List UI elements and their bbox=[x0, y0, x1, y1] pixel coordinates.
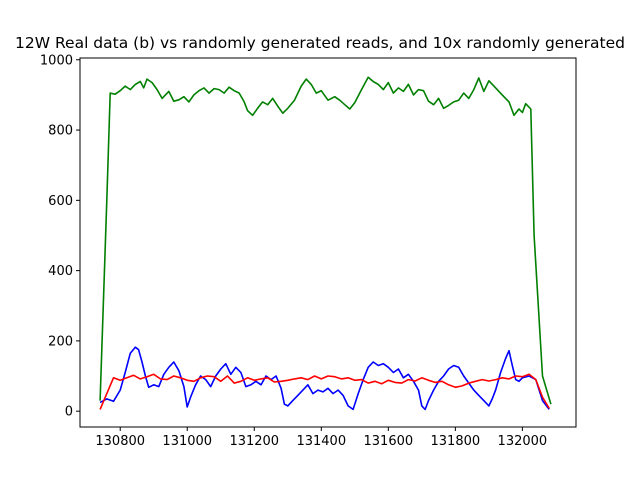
y-tick-label: 600 bbox=[48, 194, 73, 209]
series-line-2 bbox=[99, 346, 550, 411]
x-tick-label: 130800 bbox=[95, 434, 145, 449]
x-tick-label: 132000 bbox=[498, 434, 548, 449]
series-layer bbox=[99, 76, 552, 411]
x-tick-label: 131800 bbox=[431, 434, 481, 449]
x-tick-label: 131600 bbox=[364, 434, 414, 449]
axis-layer: 130800 131000 131200 131400 131600 131800 1320… bbox=[40, 53, 547, 449]
x-tick-label: 131000 bbox=[162, 434, 212, 449]
x-tick-label: 131200 bbox=[229, 434, 279, 449]
series-line-3 bbox=[99, 373, 550, 410]
series-line-1 bbox=[99, 76, 552, 405]
y-tick-label: 0 bbox=[65, 405, 73, 420]
y-tick-label: 200 bbox=[48, 334, 73, 349]
y-tick-label: 800 bbox=[48, 124, 73, 139]
chart-title: 12W Real data (b) vs randomly generated … bbox=[15, 34, 625, 52]
y-tick-label: 400 bbox=[48, 264, 73, 279]
x-tick-label: 131400 bbox=[296, 434, 346, 449]
y-tick-label: 1000 bbox=[40, 53, 73, 68]
plot-frame bbox=[79, 57, 577, 428]
